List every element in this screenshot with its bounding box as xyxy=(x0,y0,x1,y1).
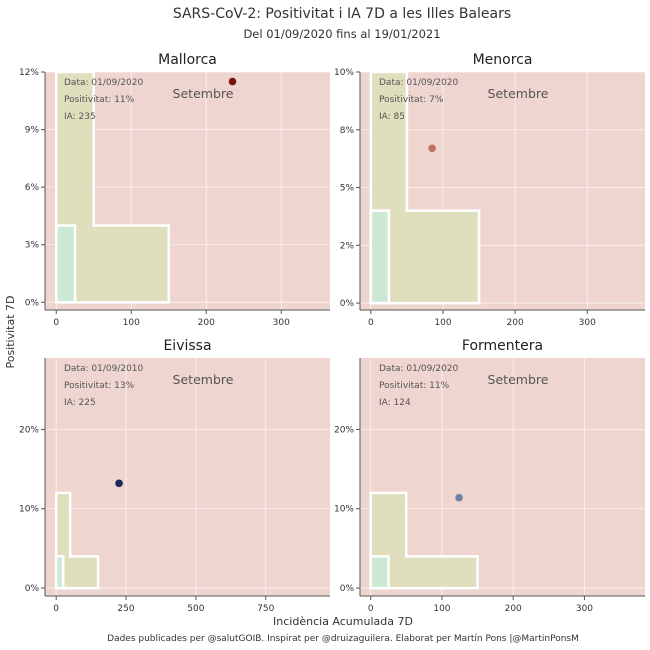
x-tick-label: 200 xyxy=(198,318,215,328)
month-label: Setembre xyxy=(173,372,234,387)
y-tick-label: 20% xyxy=(334,425,354,435)
info-line: Positivitat: 11% xyxy=(379,381,450,391)
y-tick-label: 8% xyxy=(340,126,355,136)
x-tick-label: 250 xyxy=(117,604,134,614)
month-label: Setembre xyxy=(173,86,234,101)
facet-panel-mallorca: Mallorca Data: 01/09/2020 Positivitat: 11%… xyxy=(19,52,330,328)
info-line: IA: 85 xyxy=(379,112,405,122)
x-tick-label: 0 xyxy=(53,318,59,328)
y-tick-label: 2% xyxy=(340,241,355,251)
facet-title: Formentera xyxy=(462,338,543,354)
y-tick-label: 10% xyxy=(19,505,39,515)
zone-yellow xyxy=(369,70,481,305)
y-tick-label: 12% xyxy=(19,68,39,78)
month-label: Setembre xyxy=(488,86,549,101)
y-tick-label: 3% xyxy=(25,241,40,251)
info-line: Positivitat: 7% xyxy=(379,95,444,105)
y-tick-label: 20% xyxy=(19,425,39,435)
data-point xyxy=(428,144,436,153)
x-tick-label: 300 xyxy=(576,604,593,614)
x-tick-label: 200 xyxy=(507,318,524,328)
facet-title: Mallorca xyxy=(158,52,217,68)
chart-title: SARS-CoV-2: Positivitat i IA 7D a les Il… xyxy=(173,6,511,22)
zone-green xyxy=(369,555,390,590)
info-line: IA: 124 xyxy=(379,398,411,408)
zone-yellow xyxy=(369,491,479,590)
facet-panel-menorca: Menorca Data: 01/09/2020 Positivitat: 7% IA… xyxy=(334,52,645,328)
x-tick-label: 100 xyxy=(433,604,450,614)
y-tick-label: 0% xyxy=(25,298,40,308)
info-line: IA: 225 xyxy=(64,398,96,408)
y-tick-label: 0% xyxy=(340,584,355,594)
info-line: IA: 235 xyxy=(64,112,96,122)
x-tick-label: 750 xyxy=(257,604,274,614)
facet-panel-eivissa: Eivissa Data: 01/09/2010 Positivitat: 13% I… xyxy=(19,338,330,614)
y-tick-label: 9% xyxy=(25,126,40,136)
chart-subtitle: Del 01/09/2020 fins al 19/01/2021 xyxy=(243,27,440,41)
x-axis-label: Incidència Acumulada 7D xyxy=(273,615,413,628)
x-tick-label: 0 xyxy=(368,318,374,328)
info-line: Positivitat: 11% xyxy=(64,95,135,105)
zone-yellow xyxy=(54,491,100,590)
x-tick-label: 100 xyxy=(434,318,451,328)
x-tick-label: 500 xyxy=(187,604,204,614)
zone-green xyxy=(55,224,77,304)
data-point xyxy=(455,493,463,502)
data-point xyxy=(228,77,237,86)
y-axis-label: Positivitat 7D xyxy=(4,295,17,368)
zone-green xyxy=(369,209,391,305)
facet-title: Eivissa xyxy=(163,338,211,354)
month-label: Setembre xyxy=(488,372,549,387)
facet-panels: Mallorca Data: 01/09/2020 Positivitat: 11%… xyxy=(19,52,645,614)
x-tick-label: 200 xyxy=(505,604,522,614)
info-line: Data: 01/09/2010 xyxy=(64,364,144,374)
y-tick-label: 0% xyxy=(25,584,40,594)
x-tick-label: 100 xyxy=(123,318,140,328)
facet-title: Menorca xyxy=(473,52,533,68)
y-tick-label: 10% xyxy=(334,505,354,515)
info-line: Data: 01/09/2020 xyxy=(379,78,459,88)
data-point xyxy=(115,479,123,488)
x-tick-label: 300 xyxy=(273,318,290,328)
info-line: Data: 01/09/2020 xyxy=(64,78,144,88)
zone-yellow xyxy=(55,70,170,304)
x-tick-label: 0 xyxy=(53,604,59,614)
y-tick-label: 10% xyxy=(334,68,354,78)
zone-green xyxy=(54,555,65,590)
x-tick-label: 300 xyxy=(579,318,596,328)
info-line: Data: 01/09/2020 xyxy=(379,364,459,374)
info-line: Positivitat: 13% xyxy=(64,381,135,391)
y-tick-label: 6% xyxy=(25,183,40,193)
y-tick-label: 0% xyxy=(340,299,355,309)
y-tick-label: 5% xyxy=(340,184,355,194)
chart-caption: Dades publicades per @salutGOIB. Inspira… xyxy=(107,634,579,644)
x-tick-label: 0 xyxy=(368,604,374,614)
